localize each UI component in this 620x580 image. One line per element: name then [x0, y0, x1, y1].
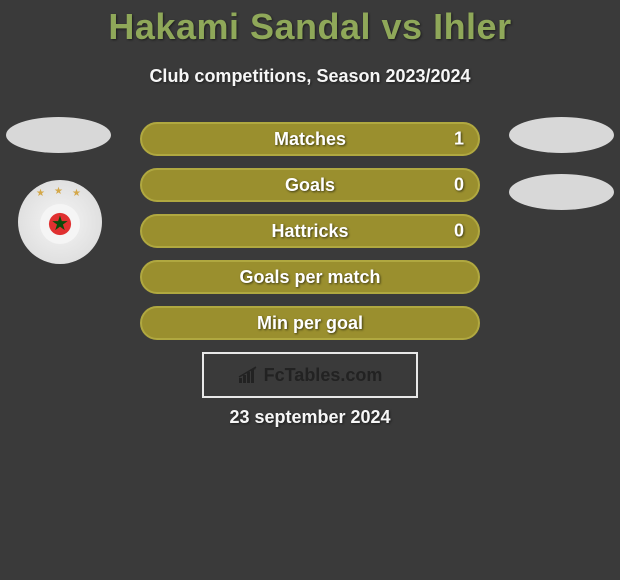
stat-label: Goals per match [239, 267, 380, 288]
player-left-silhouette [6, 117, 111, 153]
star-icon: ★ [54, 186, 63, 197]
player-right-silhouette-2 [509, 174, 614, 210]
star-icon: ★ [36, 188, 45, 199]
source-text: FcTables.com [264, 365, 383, 386]
player-right-silhouette-1 [509, 117, 614, 153]
stat-value: 1 [454, 129, 464, 150]
stat-bar-hattricks: Hattricks 0 [140, 214, 480, 248]
club-emblem [40, 204, 80, 244]
date-text: 23 september 2024 [229, 407, 390, 428]
subtitle: Club competitions, Season 2023/2024 [0, 66, 620, 87]
source-badge: FcTables.com [202, 352, 418, 398]
stat-value: 0 [454, 221, 464, 242]
stat-bar-goals-per-match: Goals per match [140, 260, 480, 294]
stat-label: Matches [274, 129, 346, 150]
star-icon: ★ [72, 188, 81, 199]
stat-bar-matches: Matches 1 [140, 122, 480, 156]
stat-bars: Matches 1 Goals 0 Hattricks 0 Goals per … [140, 122, 480, 352]
bar-chart-icon [238, 366, 260, 384]
stat-label: Hattricks [271, 221, 348, 242]
stat-label: Goals [285, 175, 335, 196]
club-logo: ★ ★ ★ [18, 180, 102, 264]
stat-value: 0 [454, 175, 464, 196]
stat-label: Min per goal [257, 313, 363, 334]
page-title: Hakami Sandal vs Ihler [0, 0, 620, 48]
stat-bar-min-per-goal: Min per goal [140, 306, 480, 340]
stat-bar-goals: Goals 0 [140, 168, 480, 202]
